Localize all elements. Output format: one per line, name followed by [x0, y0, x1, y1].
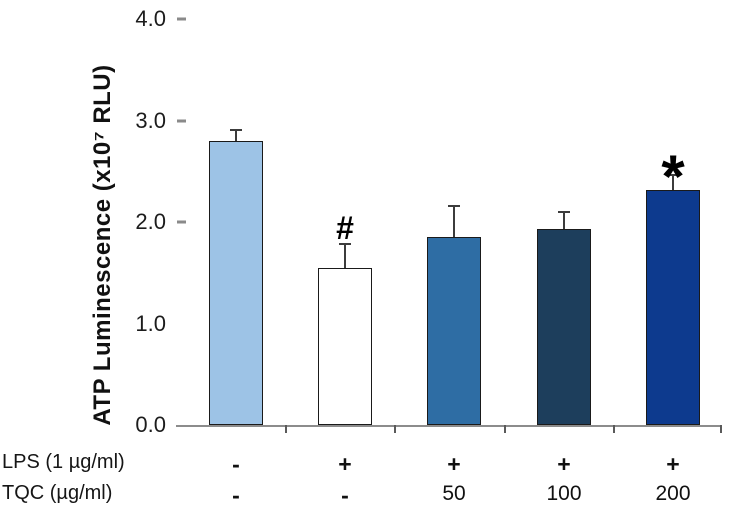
hash-significance-marker: #	[336, 210, 354, 246]
lps-value-4: +	[557, 451, 571, 477]
bar-lps-tqc100	[537, 229, 591, 425]
error-bar	[235, 131, 237, 141]
lps-value-2: +	[338, 451, 352, 477]
x-axis-tick	[613, 425, 615, 433]
y-tick-dash	[177, 220, 186, 224]
x-axis-tick	[394, 425, 396, 433]
tqc-value-1: -	[232, 482, 240, 508]
tqc-value-4: 100	[546, 482, 582, 505]
y-tick-dash	[177, 119, 186, 122]
error-bar-cap	[230, 129, 242, 131]
x-axis-tick	[720, 425, 722, 433]
error-bar-cap	[558, 211, 570, 213]
tqc-value-5: 200	[655, 482, 691, 505]
bar-lps-tqc200	[646, 190, 700, 425]
y-tick-label: 2.0	[135, 209, 166, 234]
lps-value-5: +	[666, 451, 680, 477]
tqc-value-3: 50	[442, 482, 466, 505]
asterisk-significance-marker: *	[661, 143, 685, 210]
error-bar	[453, 207, 455, 237]
error-bar-cap	[339, 243, 351, 245]
y-tick-dash	[177, 17, 186, 21]
lps-value-3: +	[447, 451, 461, 477]
x-axis-line	[176, 425, 722, 427]
bar-control	[209, 141, 263, 425]
tqc-row-label: TQC (µg/ml)	[2, 482, 113, 504]
bar-lps	[318, 268, 372, 425]
tqc-value-2: -	[341, 482, 349, 508]
y-tick-label: 4.0	[135, 6, 166, 31]
y-tick-label: 3.0	[135, 107, 166, 133]
lps-value-1: -	[232, 451, 240, 477]
bar-lps-tqc50	[427, 237, 481, 425]
y-tick-label: 1.0	[135, 310, 166, 336]
plot-area: # *	[176, 19, 722, 427]
error-bar	[344, 245, 346, 268]
x-axis-tick	[504, 425, 506, 433]
error-bar	[672, 176, 674, 190]
error-bar	[563, 213, 565, 229]
lps-row-label: LPS (1 µg/ml)	[2, 451, 125, 473]
y-tick-label: 0.0	[135, 412, 166, 437]
error-bar-cap	[448, 205, 460, 207]
x-axis-tick	[285, 425, 287, 433]
error-bar-cap	[667, 174, 679, 176]
